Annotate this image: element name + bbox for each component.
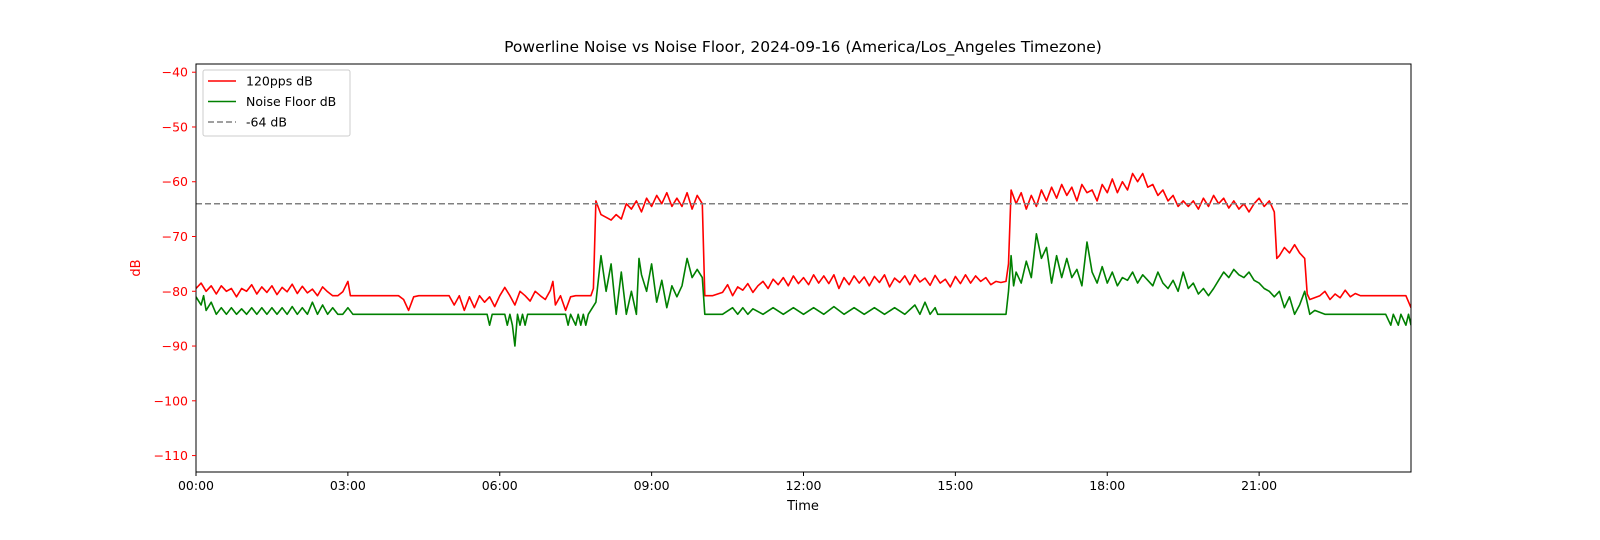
series-line-noise-floor-db <box>196 233 1411 347</box>
x-tick-label: 21:00 <box>1241 478 1277 493</box>
y-tick-label: −100 <box>154 393 188 408</box>
legend-box <box>202 69 351 137</box>
series-line-120pps-db <box>196 172 1411 312</box>
y-tick-label: −50 <box>162 119 188 134</box>
x-tick-label: 15:00 <box>937 478 973 493</box>
y-tick-label: −80 <box>162 284 188 299</box>
y-tick-label: −40 <box>162 65 188 80</box>
x-tick-label: 03:00 <box>330 478 366 493</box>
x-tick-label: 06:00 <box>482 478 518 493</box>
y-axis: −40 −50 −60 −70 −80 −90 −100 −110 <box>154 65 196 463</box>
series-layer <box>196 172 1411 347</box>
x-tick-label: 18:00 <box>1089 478 1125 493</box>
y-tick-label: −70 <box>162 229 188 244</box>
legend: 120pps dB Noise Floor dB -64 dB <box>202 69 351 137</box>
y-tick-label: −90 <box>162 339 188 354</box>
y-tick-label: −60 <box>162 174 188 189</box>
legend-label: 120pps dB <box>246 74 313 89</box>
x-tick-label: 00:00 <box>178 478 214 493</box>
legend-label: Noise Floor dB <box>246 94 336 109</box>
y-axis-label: dB <box>129 259 144 276</box>
x-axis: 00:00 03:00 06:00 09:00 12:00 15:00 18:00 21:00 <box>178 472 1277 493</box>
x-tick-label: 09:00 <box>634 478 670 493</box>
x-axis-label: Time <box>786 499 819 514</box>
x-tick-label: 12:00 <box>785 478 821 493</box>
chart-title: Powerline Noise vs Noise Floor, 2024-09-… <box>504 38 1102 57</box>
y-tick-label: −110 <box>154 448 188 463</box>
legend-label: -64 dB <box>246 115 287 130</box>
